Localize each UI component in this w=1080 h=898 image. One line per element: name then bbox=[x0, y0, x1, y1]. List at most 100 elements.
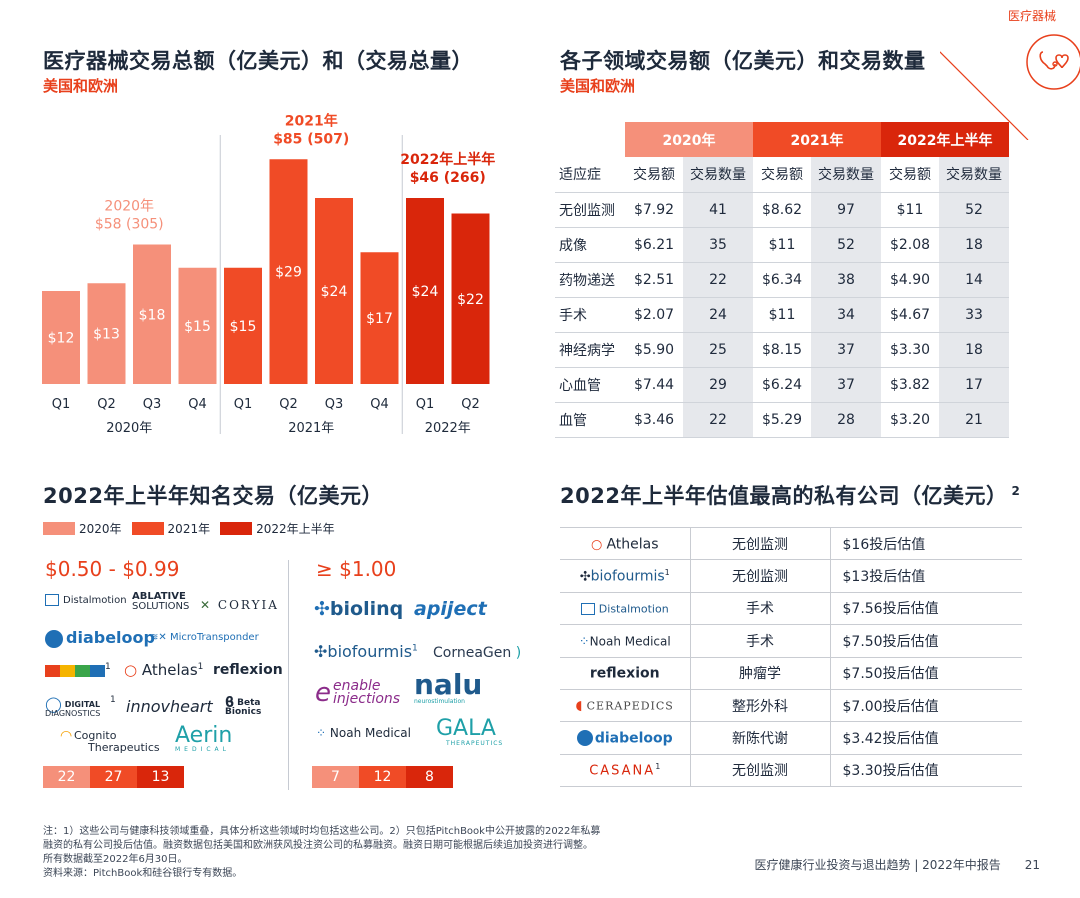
company-sector: 新陈代谢 bbox=[689, 721, 830, 755]
company-logo: ◖ CERAPEDICS bbox=[560, 688, 690, 722]
cell-count: 52 bbox=[811, 227, 881, 263]
subsector-table: 2020年 2021年 2022年上半年 适应症 交易额 交易数量 交易额 交易… bbox=[555, 122, 1009, 438]
group-annotation-total: $85 (507) bbox=[273, 131, 349, 147]
valuation-table: ○ Athelas 无创监测 $16投后估值 ✣biofourmis1 无创监测 $13投… bbox=[560, 526, 1022, 788]
legend-label: 2020年 bbox=[79, 522, 122, 536]
table-subtitle: 美国和欧洲 bbox=[560, 77, 636, 95]
cell-amount: $2.07 bbox=[625, 297, 683, 333]
range-label-low: $0.50 - $0.99 bbox=[45, 557, 180, 581]
x-tick-label: Q3 bbox=[143, 397, 162, 412]
cell-count: 28 bbox=[811, 402, 881, 438]
table-row: 成像 $6.21 35 $11 52 $2.08 18 bbox=[555, 227, 1009, 263]
deal-volume-bar-chart: $12 Q1 $13 Q2 $18 Q3 $15 Q4 $15 Q1 $29 Q2 $24 Q3 $17 Q4… bbox=[42, 112, 495, 436]
legend-label: 2021年 bbox=[167, 522, 211, 536]
cell-amount: $11 bbox=[881, 192, 939, 228]
x-tick-label: Q1 bbox=[234, 397, 253, 412]
logo-cognito: ◠ Cognito Therapeutics bbox=[60, 728, 160, 754]
col-header-indication: 适应症 bbox=[555, 157, 625, 193]
cell-count: 29 bbox=[683, 367, 753, 403]
cell-amount: $5.29 bbox=[753, 402, 811, 438]
chart-title: 医疗器械交易总额（亿美元）和（交易总量） bbox=[43, 49, 473, 73]
sup-digital: 1 bbox=[110, 695, 116, 705]
bar bbox=[360, 252, 399, 384]
valuation-row: diabeloop 新陈代谢 $3.42投后估值 bbox=[560, 721, 1022, 755]
bar-value-label: $12 bbox=[48, 331, 75, 347]
valuation-row: CASANA1 无创监测 $3.30投后估值 bbox=[560, 753, 1022, 788]
company-valuation: $3.42投后估值 bbox=[829, 721, 1022, 755]
bar bbox=[133, 244, 171, 384]
company-name: CERAPEDICS bbox=[586, 699, 674, 713]
count-2022h1: 13 bbox=[137, 766, 184, 788]
bar-value-label: $29 bbox=[275, 265, 302, 281]
logo-reflexion-icon: 1 bbox=[45, 662, 111, 678]
cell-count: 25 bbox=[683, 332, 753, 368]
company-sector: 肿瘤学 bbox=[689, 656, 830, 690]
company-name: Distalmotion bbox=[598, 602, 669, 616]
left-count-bar: 22 27 13 bbox=[43, 766, 184, 788]
cell-amount: $3.20 bbox=[881, 402, 939, 438]
corner-label: 医疗器械 bbox=[1007, 9, 1056, 23]
company-logo: diabeloop bbox=[560, 721, 690, 755]
group-annotation-total: $46 (266) bbox=[410, 170, 486, 186]
cell-amount: $2.51 bbox=[625, 262, 683, 298]
biofourmis-icon: ✣ bbox=[579, 569, 591, 585]
cell-count: 41 bbox=[683, 192, 753, 228]
cell-count: 97 bbox=[811, 192, 881, 228]
valuation-row: ⁘Noah Medical 手术 $7.50投后估值 bbox=[560, 624, 1022, 658]
x-tick-label: Q1 bbox=[416, 397, 435, 412]
bar bbox=[87, 283, 126, 384]
valuation-row: ◖ CERAPEDICS 整形外科 $7.00投后估值 bbox=[560, 688, 1022, 722]
table-row: 心血管 $7.44 29 $6.24 37 $3.82 17 bbox=[555, 367, 1009, 403]
range-divider bbox=[288, 560, 289, 790]
company-sup: 1 bbox=[664, 567, 670, 577]
col-header-count: 交易数量 bbox=[939, 157, 1009, 193]
company-valuation: $7.00投后估值 bbox=[829, 688, 1022, 722]
beta-icon: ϐ bbox=[225, 695, 235, 711]
company-sector: 手术 bbox=[689, 624, 830, 658]
x-tick-label: Q2 bbox=[97, 397, 116, 412]
logo-ablative: ABLATIVE SOLUTIONS bbox=[132, 591, 190, 612]
deals-legend: 2020年 2021年 2022年上半年 bbox=[43, 520, 335, 537]
company-sector: 无创监测 bbox=[689, 526, 830, 560]
x-group-label: 2021年 bbox=[288, 421, 334, 436]
logo-reflexion: reflexion bbox=[213, 662, 283, 678]
table-title: 各子领域交易额（亿美元）和交易数量 bbox=[560, 49, 926, 73]
cell-count: 22 bbox=[683, 402, 753, 438]
valuation-row: ✣biofourmis1 无创监测 $13投后估值 bbox=[560, 559, 1022, 593]
cell-count: 34 bbox=[811, 297, 881, 333]
cell-amount: $3.30 bbox=[881, 332, 939, 368]
table-row: 神经病学 $5.90 25 $8.15 37 $3.30 18 bbox=[555, 332, 1009, 368]
diabeloop-icon bbox=[576, 730, 593, 747]
col-header-amount: 交易额 bbox=[881, 157, 939, 193]
count-2020: 7 bbox=[312, 766, 359, 788]
range-label-high: ≥ $1.00 bbox=[316, 557, 397, 581]
valuation-row: reflexion 肿瘤学 $7.50投后估值 bbox=[560, 656, 1022, 690]
bar-value-label: $18 bbox=[139, 307, 166, 323]
x-tick-label: Q3 bbox=[325, 397, 344, 412]
col-header-amount: 交易额 bbox=[625, 157, 683, 193]
company-sector: 手术 bbox=[689, 591, 830, 625]
cell-amount: $5.90 bbox=[625, 332, 683, 368]
logo-corneagen: CorneaGen ) bbox=[433, 645, 522, 661]
cell-amount: $6.34 bbox=[753, 262, 811, 298]
company-name: CASANA bbox=[589, 763, 656, 779]
footnote-line: 资料来源：PitchBook和硅谷银行专有数据。 bbox=[43, 868, 243, 879]
logo-digital-diagnostics: ◯ DIGITAL DIAGNOSTICS bbox=[45, 695, 101, 719]
footnote-line: 注：1）这些公司与健康科技领域重叠，具体分析这些领域时均包括这些公司。2）只包括… bbox=[43, 826, 601, 837]
cell-count: 24 bbox=[683, 297, 753, 333]
footnote: 注：1）这些公司与健康科技领域重叠，具体分析这些领域时均包括这些公司。2）只包括… bbox=[43, 825, 693, 881]
valuation-title: 2022年上半年估值最高的私有公司（亿美元） 2 bbox=[560, 484, 1021, 508]
bar-value-label: $17 bbox=[366, 311, 393, 327]
noah-dots-icon: ⁘ bbox=[578, 634, 590, 650]
company-logo: ○ Athelas bbox=[560, 526, 690, 560]
year-header-2021: 2021年 bbox=[753, 122, 881, 157]
bar-value-label: $24 bbox=[412, 284, 439, 300]
cell-amount: $8.15 bbox=[753, 332, 811, 368]
cell-count: 35 bbox=[683, 227, 753, 263]
deals-title: 2022年上半年知名交易（亿美元） bbox=[43, 484, 383, 508]
logo-innovheart: innovheart bbox=[126, 697, 213, 716]
company-sup: 1 bbox=[655, 762, 661, 772]
footnote-line: 融资的私有公司投后估值。融资数据包括美国和欧洲获风投注资公司的私募融资。融资日期… bbox=[43, 840, 593, 851]
logo-coryia: ✕ CORYIA bbox=[200, 598, 279, 612]
x-tick-label: Q4 bbox=[370, 397, 389, 412]
